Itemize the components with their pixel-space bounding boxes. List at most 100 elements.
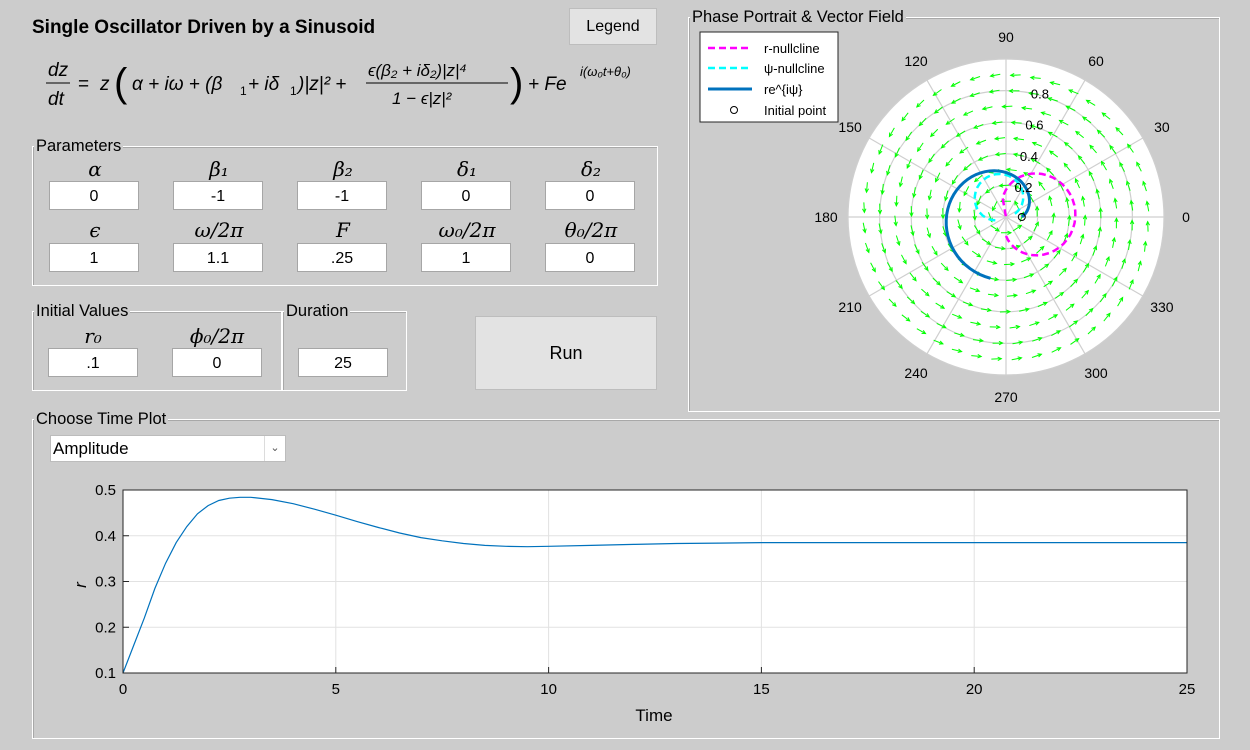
vector-arrow (1012, 224, 1022, 232)
beta2-input[interactable]: -1 (297, 181, 387, 210)
vector-arrow (971, 250, 981, 258)
vector-arrow (1043, 280, 1053, 288)
F-input[interactable]: .25 (297, 243, 387, 272)
vector-arrowhead (1119, 296, 1124, 302)
vector-arrow (1054, 292, 1064, 299)
vector-arrowhead (957, 207, 962, 214)
vector-arrow (1046, 230, 1053, 241)
vector-arrow (935, 172, 941, 182)
vector-arrowhead (1102, 292, 1107, 298)
vector-arrowhead (1005, 167, 1011, 172)
vector-arrow (906, 158, 912, 169)
vector-arrow (1109, 145, 1117, 154)
eq-z: z (99, 74, 110, 95)
omega0-input[interactable]: 1 (421, 243, 511, 272)
vector-arrow (886, 262, 893, 272)
delta2-input[interactable]: 0 (545, 181, 635, 210)
vector-arrowhead (932, 91, 938, 97)
vector-arrow (954, 332, 964, 337)
angle-label: 240 (904, 365, 928, 381)
vector-arrow (1068, 89, 1079, 95)
vector-arrowhead (888, 132, 893, 138)
vector-arrow (1036, 246, 1045, 254)
vector-arrowhead (1142, 180, 1147, 186)
vector-arrow (900, 254, 907, 264)
vector-arrow (1048, 97, 1058, 102)
legend-button[interactable]: Legend (569, 8, 657, 45)
vector-arrow (935, 302, 945, 309)
alpha-input[interactable]: 0 (49, 181, 139, 210)
vector-arrowhead (880, 189, 885, 196)
vector-arrow (916, 99, 925, 108)
vector-arrowhead (994, 227, 1000, 232)
vector-arrowhead (1084, 262, 1090, 268)
theta0-input[interactable]: 0 (545, 243, 635, 272)
duration-input[interactable]: 25 (298, 348, 388, 377)
run-button[interactable]: Run (475, 316, 657, 390)
vector-arrow (1075, 131, 1084, 139)
equation: dz dt = z ( α + iω + (β 1 + iδ 1 )|z|² +… (46, 58, 646, 123)
vector-arrowhead (1091, 326, 1097, 332)
vector-arrowhead (886, 170, 891, 176)
vector-arrow (926, 227, 931, 238)
vector-arrow (976, 139, 987, 145)
phi0-input[interactable]: 0 (172, 348, 262, 377)
vector-arrowhead (1053, 314, 1059, 319)
epsilon-input[interactable]: 1 (49, 243, 139, 272)
vector-arrow (921, 288, 930, 297)
vector-arrowhead (905, 136, 910, 142)
time-plot-dropdown[interactable]: Amplitude ⌄ (50, 435, 286, 462)
vector-arrowhead (1059, 291, 1065, 297)
angle-label: 60 (1088, 53, 1104, 69)
vector-arrow (1006, 294, 1018, 297)
vector-arrowhead (1068, 89, 1074, 94)
vector-arrow (1048, 314, 1058, 321)
vector-arrow (981, 238, 991, 245)
vector-arrowhead (969, 76, 975, 81)
vector-arrowhead (1049, 81, 1055, 86)
vector-arrow (970, 321, 981, 325)
vector-arrowhead (986, 240, 992, 245)
vector-arrowhead (940, 304, 946, 309)
angle-label: 30 (1154, 119, 1170, 135)
vector-arrowhead (878, 229, 883, 235)
vector-arrow (1023, 236, 1033, 244)
vector-arrowhead (977, 354, 983, 359)
vector-arrowhead (1145, 220, 1150, 226)
vector-arrowhead (1047, 97, 1053, 102)
vector-arrowhead (933, 250, 938, 256)
eq-frac-num: ϵ(β₂ + iδ₂)|z|⁴ (368, 61, 467, 80)
vector-arrow (1103, 312, 1111, 322)
vector-arrow (942, 226, 947, 236)
vector-arrow (917, 142, 924, 152)
vector-arrow (1003, 263, 1014, 266)
vector-arrowhead (1063, 162, 1069, 168)
vector-arrow (862, 222, 866, 233)
vector-arrow (990, 224, 1000, 232)
delta1-input[interactable]: 0 (421, 181, 511, 210)
vector-arrowhead (1113, 197, 1118, 203)
vector-arrow (1065, 303, 1075, 311)
vector-arrowhead (1081, 116, 1087, 121)
r0-input[interactable]: .1 (48, 348, 138, 377)
vector-arrow (1063, 163, 1071, 172)
vector-arrow (1136, 162, 1142, 172)
vector-arrow (1051, 347, 1061, 353)
vector-arrow (1011, 121, 1022, 124)
vector-arrow (895, 280, 903, 289)
chevron-down-icon[interactable]: ⌄ (264, 436, 285, 461)
beta1-input[interactable]: -1 (173, 181, 263, 210)
vector-arrow (934, 106, 943, 114)
vector-arrow (1119, 162, 1125, 172)
polar-grid-spoke (926, 216, 1007, 355)
vector-arrow (881, 183, 884, 194)
time-plot-selected: Amplitude (53, 439, 129, 458)
vector-arrowhead (1045, 167, 1051, 173)
vector-arrowhead (989, 73, 995, 78)
vector-arrowhead (1034, 221, 1039, 227)
vector-arrowhead (1074, 177, 1079, 183)
vector-arrow (906, 296, 915, 304)
vector-arrowhead (1015, 244, 1022, 249)
vector-arrow (1087, 326, 1096, 335)
omega-input[interactable]: 1.1 (173, 243, 263, 272)
